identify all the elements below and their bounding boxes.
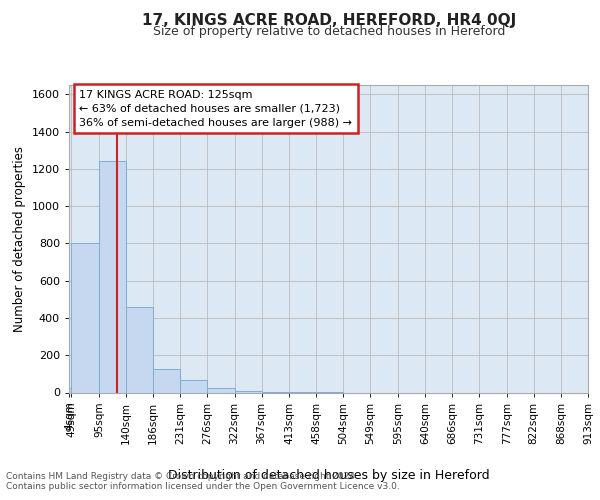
Bar (154, 369, 180, 392)
Y-axis label: Number of detached properties: Number of detached properties (13, 146, 26, 332)
Bar (71, 244, 99, 392)
Text: Contains public sector information licensed under the Open Government Licence v3: Contains public sector information licen… (6, 482, 400, 491)
Text: 17, KINGS ACRE ROAD, HEREFORD, HR4 0QJ: 17, KINGS ACRE ROAD, HEREFORD, HR4 0QJ (142, 12, 516, 28)
Text: Distribution of detached houses by size in Hereford: Distribution of detached houses by size … (168, 470, 490, 482)
Bar (99, 162, 126, 392)
Bar (69, 388, 71, 392)
Text: Contains HM Land Registry data © Crown copyright and database right 2024.: Contains HM Land Registry data © Crown c… (6, 472, 358, 481)
Text: Size of property relative to detached houses in Hereford: Size of property relative to detached ho… (152, 25, 505, 38)
Bar (207, 388, 235, 392)
Bar (180, 380, 207, 392)
Bar (126, 307, 154, 392)
Text: 17 KINGS ACRE ROAD: 125sqm
← 63% of detached houses are smaller (1,723)
36% of s: 17 KINGS ACRE ROAD: 125sqm ← 63% of deta… (79, 90, 352, 128)
Bar (235, 390, 262, 392)
